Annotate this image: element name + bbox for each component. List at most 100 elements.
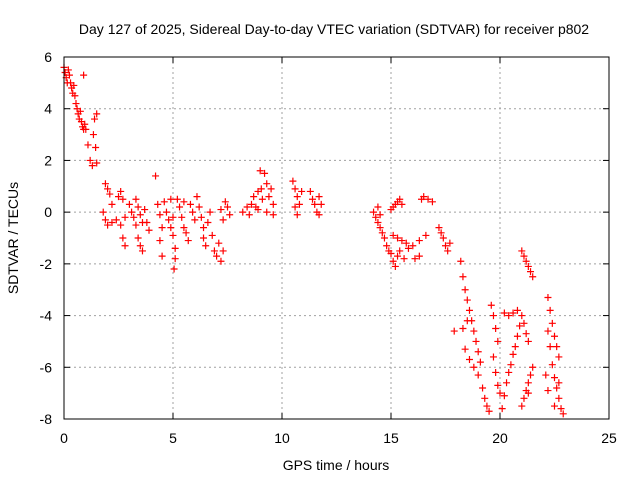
data-point [505,312,513,320]
data-point [91,115,99,123]
data-point [99,208,107,216]
data-point [376,224,384,232]
data-point [544,293,552,301]
data-point [108,200,116,208]
data-point [487,301,495,309]
x-axis-label: GPS time / hours [283,457,390,473]
x-tick-label: 15 [383,430,399,446]
data-point [524,262,532,270]
data-point [513,306,521,314]
plot-frame [63,56,610,420]
data-point [402,239,410,247]
y-tick-label: 0 [44,204,52,220]
data-point [298,187,306,195]
data-point [86,156,94,164]
data-point [520,394,528,402]
data-point [160,198,168,206]
data-point [489,353,497,361]
data-point [204,218,212,226]
chart-title: Day 127 of 2025, Sidereal Day-to-day VTE… [79,21,589,37]
data-point [396,247,404,255]
data-point [387,250,395,258]
data-point [158,224,166,232]
data-point [500,392,508,400]
data-point [557,405,565,413]
data-point [189,208,197,216]
data-point [291,203,299,211]
data-point [494,381,502,389]
data-point [88,162,96,170]
data-point [518,247,526,255]
data-point [101,180,109,188]
data-point [509,309,517,317]
x-tick-labels: 0 5 10 15 20 25 [60,430,617,446]
data-point [555,394,563,402]
y-tick-labels: -8 -6 -4 -2 0 2 4 6 [40,49,53,427]
data-point [370,208,378,216]
data-point [72,100,80,108]
data-point [553,343,561,351]
data-point [80,71,88,79]
data-point [422,231,430,239]
data-point [167,195,175,203]
y-tick-label: -4 [40,308,53,324]
data-point [394,252,402,260]
data-point [193,193,201,201]
data-point [494,337,502,345]
data-point [546,343,554,351]
x-tick-label: 20 [492,430,508,446]
data-point [176,203,184,211]
data-point [311,200,319,208]
data-point [527,268,535,276]
data-point [169,213,177,221]
data-point [420,193,428,201]
axis-ticks [63,56,610,420]
data-point [424,195,432,203]
data-point [64,66,72,74]
data-point [178,213,186,221]
y-axis-label: SDTVAR / TECUs [5,182,21,294]
data-point [463,317,471,325]
data-point [65,71,73,79]
data-point [200,234,208,242]
data-point [226,211,234,219]
data-point [243,203,251,211]
data-point [376,211,384,219]
data-point [197,213,205,221]
data-point [551,402,558,410]
data-point [180,224,188,232]
data-point [156,237,164,245]
data-point [439,234,447,242]
data-point [527,371,535,379]
data-point [559,410,567,418]
data-point [472,337,480,345]
data-point [269,211,277,219]
data-point [171,244,179,252]
data-point [263,208,271,216]
data-point [415,237,423,245]
data-point [415,252,423,260]
data-point [247,200,255,208]
data-point [82,125,90,133]
data-point [143,218,151,226]
data-point [500,309,508,317]
data-point [208,231,216,239]
data-point [555,353,563,361]
data-point [219,216,227,224]
data-point [507,361,515,369]
data-point [428,198,436,206]
data-point [256,167,264,175]
data-point [76,107,84,115]
data-point [380,234,388,242]
y-tick-label: 2 [44,152,52,168]
data-point [119,234,127,242]
data-point [474,371,482,379]
y-tick-label: -8 [40,411,53,427]
data-point [293,211,301,219]
data-point [470,327,478,335]
data-point [551,332,558,340]
data-point [291,185,299,193]
data-point [167,224,175,232]
data-point [138,247,146,255]
data-point [93,110,101,118]
